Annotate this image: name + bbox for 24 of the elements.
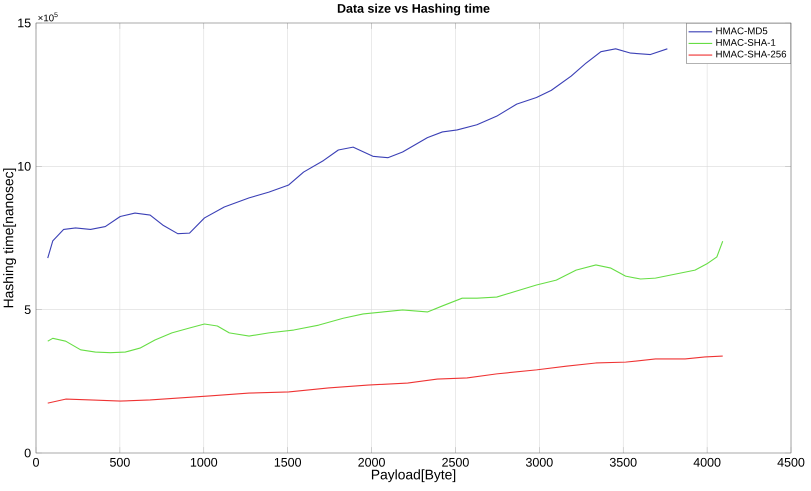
text: ×10$^{5}$ — [38, 12, 58, 22]
x-tick-label: 500 — [110, 458, 130, 467]
x-tick-label: 2500 — [442, 458, 469, 467]
x-tick-label: 0 — [33, 458, 39, 467]
legend-label: HMAC-SHA-256 — [716, 50, 786, 58]
x-tick-label: 2000 — [358, 458, 385, 467]
line-series — [47, 356, 724, 404]
y-tick-label: 5 — [24, 305, 31, 314]
x-tick-label: 3000 — [526, 458, 553, 467]
y-tick-label: 15 — [18, 18, 31, 28]
legend-label: HMAC-MD5 — [716, 27, 768, 34]
chart-title: Data size vs Hashing time — [338, 4, 490, 16]
y-tick-label: 10 — [18, 162, 31, 171]
x-tick-label: 1000 — [190, 458, 218, 467]
x-tick-label: 4000 — [694, 458, 720, 467]
x-tick-label: 3500 — [610, 458, 637, 467]
x-axis-title: Payload[Byte] — [372, 469, 456, 482]
x-tick-label: 1500 — [274, 458, 302, 467]
y-axis-title: Hashing time[nanosec] — [3, 168, 16, 308]
x-tick-label: 4500 — [777, 458, 804, 467]
legend-label: HMAC-SHA-1 — [716, 39, 776, 46]
line-series — [47, 48, 668, 259]
line-series — [47, 240, 724, 354]
y-tick-label: 0 — [24, 448, 31, 458]
